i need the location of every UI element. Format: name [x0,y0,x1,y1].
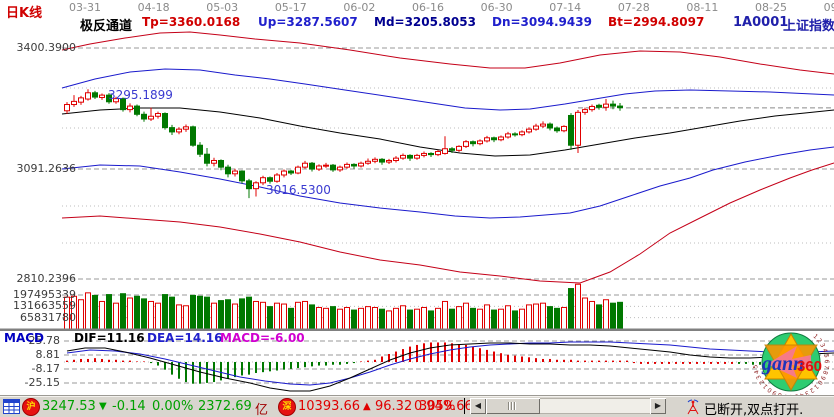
macd-axis-label: -25.15 [24,376,60,389]
connection-antenna-icon[interactable] [686,398,700,415]
sz-change-value: 96.32 [375,399,413,414]
volume-axis-label: 131663559 [13,299,76,313]
date-tick-label: 08-11 [686,1,719,14]
date-tick-label: 04-18 [137,1,170,14]
indicator-name[interactable]: 极反通道 [80,19,133,34]
shanghai-market-icon[interactable]: 沪 [22,398,40,416]
indicator-up-value: Up=3287.5607 [258,15,358,29]
period-label[interactable]: 日K线 [6,6,43,21]
macd-dif-value: DIF=11.16 [74,331,145,345]
text-cursor [464,398,465,414]
sh-change-percent: 0.00% [152,399,194,414]
sh-change-value: -0.14 [112,399,146,414]
indicator-dn-value: Dn=3094.9439 [492,15,592,29]
sz-change-percent: 0.94% [414,399,456,414]
extra-index-field[interactable]: 3059.66 [419,399,473,414]
sz-index-value: 10393.66 [298,399,361,414]
volume-axis-label: 197495339 [13,288,76,301]
volume-axis-label: 65831780 [20,310,76,324]
sh-turnover-value: 2372.69 [198,399,252,414]
macd-value: MACD=-6.00 [220,331,305,345]
up-arrow-icon: ▲ [363,401,371,412]
date-tick-label: 03-31 [69,1,101,14]
date-tick-label: 07-14 [549,1,582,14]
logo-text-gann: gann [761,353,804,375]
scrollbar-thumb[interactable] [486,398,540,414]
sh-index-value: 3247.53 [42,399,96,414]
symbol-name[interactable]: 上证指数 [783,19,834,34]
turnover-unit-label: 亿 [255,403,269,417]
pivot-high-label: 3295.1899 [108,88,173,102]
gann360-logo: 1234567890123456789012345678901234567890… [750,324,833,400]
indicator-bt-value: Bt=2994.8097 [608,15,705,29]
date-tick-label: 06-02 [343,1,376,14]
date-tick-label: 09-08 [823,1,834,14]
date-tick-label: 05-17 [274,1,307,14]
horizontal-scrollbar[interactable]: ◀ ▶ [470,398,666,414]
scroll-left-button[interactable]: ◀ [470,398,486,414]
calendar-icon[interactable] [3,399,20,414]
indicator-tp-value: Tp=3360.0168 [142,15,241,29]
down-arrow-icon: ▼ [99,401,107,412]
price-axis-label: 3400.3900 [16,41,77,54]
symbol-code[interactable]: 1A0001 [733,15,789,30]
date-tick-label: 08-25 [755,1,787,14]
logo-text-360: 360 [797,358,822,375]
shenzhen-market-icon[interactable]: 深 [278,398,296,416]
macd-axis-label: 25.78 [28,334,61,347]
price-axis-label: 2810.2396 [16,272,77,285]
macd-axis-label: 8.81 [35,347,61,361]
date-tick-label: 06-30 [480,1,513,14]
date-tick-label: 05-03 [206,1,239,14]
date-tick-label: 06-16 [412,1,444,14]
pivot-low-label: 3016.5300 [266,183,331,197]
macd-axis-label: -8.17 [31,361,60,375]
indicator-md-value: Md=3205.8053 [374,15,476,29]
scroll-right-button[interactable]: ▶ [650,398,666,414]
connection-status-text[interactable]: 已断开,双点打开. [704,403,804,417]
status-bar: 沪 3247.53 ▼ -0.14 0.00% 2372.69 亿 深 1039… [0,395,834,417]
date-tick-label: 07-28 [617,1,650,14]
price-axis-label: 3091.2636 [16,162,77,175]
macd-pane-label[interactable]: MACD [4,331,44,345]
macd-dea-value: DEA=14.16 [147,331,223,345]
